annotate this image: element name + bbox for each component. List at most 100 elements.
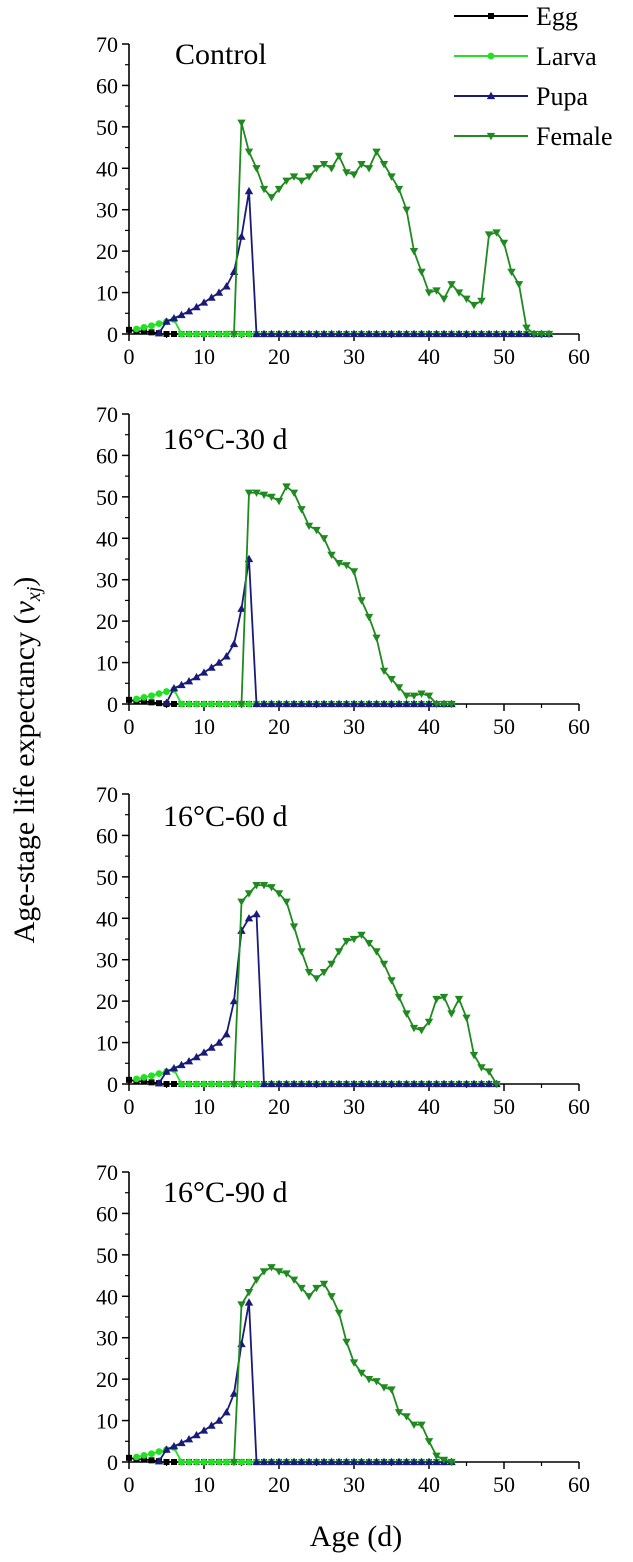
data-point-pupa (364, 1457, 374, 1466)
data-point-female (237, 119, 246, 127)
data-point-female (499, 239, 509, 248)
data-point-pupa (259, 699, 269, 708)
data-point-larva (245, 330, 253, 338)
data-point-pupa (162, 698, 171, 706)
y-tick-label: 70 (96, 1160, 118, 1185)
data-point-pupa (177, 1060, 186, 1069)
data-point-pupa (394, 329, 404, 338)
x-tick-label: 30 (343, 714, 365, 739)
y-tick-label: 20 (96, 989, 118, 1014)
data-point-pupa (379, 329, 389, 338)
data-point-pupa (312, 329, 321, 338)
data-point-larva (155, 1448, 163, 1456)
data-point-pupa (177, 680, 186, 689)
data-point-pupa (274, 1457, 284, 1466)
data-point-larva (215, 1080, 223, 1088)
data-point-larva (238, 330, 245, 338)
data-point-female (252, 165, 261, 173)
data-point-female (259, 185, 269, 194)
data-point-female (229, 1458, 239, 1467)
data-point-larva (155, 1070, 163, 1078)
data-point-female (327, 551, 336, 560)
y-tick-label: 60 (96, 73, 118, 98)
data-point-pupa (357, 699, 366, 708)
data-point-larva (178, 700, 185, 708)
data-point-female (349, 171, 359, 179)
data-point-female (439, 993, 449, 1002)
data-point-pupa (357, 1079, 366, 1088)
data-point-pupa (312, 1457, 321, 1466)
legend-label: Larva (536, 42, 597, 71)
data-point-pupa (214, 288, 224, 296)
y-axis-title-var: v (8, 600, 41, 614)
data-point-pupa (222, 652, 231, 660)
panel-title: 16°C-30 d (163, 423, 288, 456)
data-point-pupa (192, 302, 201, 311)
y-tick-label: 40 (96, 1284, 118, 1309)
data-point-female (229, 1080, 239, 1089)
data-point-female (229, 330, 239, 339)
data-point-pupa (229, 639, 239, 648)
data-point-pupa (207, 1043, 216, 1051)
series-line-female (233, 122, 549, 335)
data-point-pupa (379, 699, 389, 708)
data-point-pupa (522, 329, 531, 338)
data-point-female (357, 1369, 366, 1378)
x-tick-label: 10 (193, 1094, 215, 1119)
data-point-pupa (162, 1067, 171, 1075)
data-point-pupa (372, 1457, 381, 1466)
y-tick-label: 60 (96, 823, 118, 848)
data-point-female (492, 1080, 501, 1089)
x-tick-label: 40 (418, 344, 440, 369)
data-point-female (297, 177, 306, 185)
data-point-pupa (327, 329, 336, 338)
data-point-female (267, 194, 276, 202)
data-point-female (342, 937, 351, 946)
data-point-female (304, 173, 314, 181)
data-point-female (274, 1268, 284, 1276)
data-point-pupa (417, 329, 426, 338)
data-point-female (349, 568, 359, 576)
chart-panel-3: 0 10 20 30 40 50 60 70 0 10 20 30 40 50 60 16°C-60 d (96, 782, 590, 1119)
data-point-egg (163, 1459, 170, 1465)
x-tick-label: 50 (493, 1472, 515, 1497)
data-point-pupa (312, 699, 321, 708)
data-point-egg (126, 696, 132, 703)
data-point-egg (163, 331, 170, 337)
data-point-female (537, 330, 546, 339)
data-point-female (282, 1270, 291, 1278)
data-point-pupa (207, 293, 216, 301)
data-point-female (252, 1276, 261, 1284)
data-point-female (417, 1421, 426, 1429)
y-tick-label: 0 (107, 322, 118, 347)
data-point-pupa (274, 1079, 284, 1088)
legend-item-pupa: Pupa (454, 82, 588, 111)
data-point-pupa (297, 699, 306, 708)
y-tick-label: 30 (96, 948, 118, 973)
data-point-female (267, 493, 276, 502)
data-point-egg (148, 699, 155, 706)
data-point-pupa (334, 329, 344, 338)
data-point-larva (200, 700, 208, 708)
data-point-pupa (289, 329, 299, 338)
y-tick-label: 50 (96, 1243, 118, 1268)
data-point-larva (245, 1080, 253, 1088)
data-point-female (274, 497, 284, 506)
data-point-female (417, 268, 426, 277)
data-point-larva (140, 693, 148, 701)
data-point-pupa (469, 329, 479, 338)
data-point-female (357, 931, 366, 940)
data-point-female (267, 884, 276, 892)
data-point-female (349, 1359, 359, 1367)
data-point-pupa (349, 329, 359, 338)
x-tick-label: 50 (493, 1094, 515, 1119)
data-point-female (432, 287, 441, 295)
data-point-pupa (237, 604, 246, 612)
data-point-pupa (252, 1457, 261, 1466)
data-point-pupa (207, 1421, 216, 1429)
data-point-pupa (357, 1457, 366, 1466)
x-tick-label: 10 (193, 714, 215, 739)
x-tick-label: 30 (343, 1472, 365, 1497)
data-point-pupa (162, 317, 171, 325)
data-point-pupa (409, 699, 419, 708)
